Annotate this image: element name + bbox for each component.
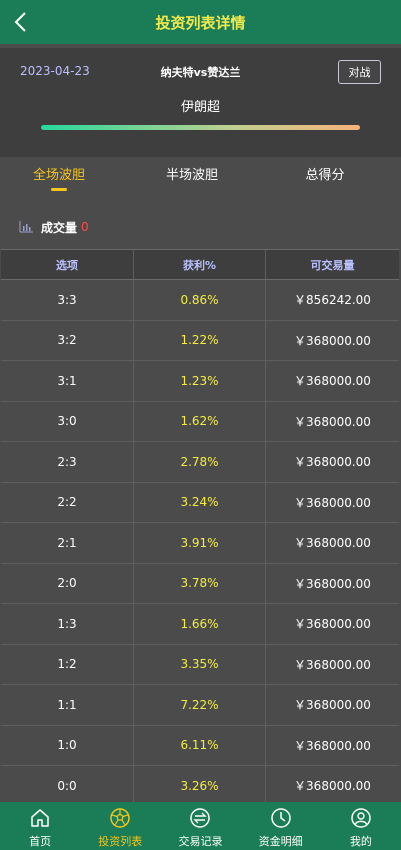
table-header: 选项 获利% 可交易量 — [1, 249, 399, 280]
table-row[interactable]: 3:0 1.62% ￥368000.00 — [1, 401, 399, 442]
table-row[interactable]: 1:2 3.35% ￥368000.00 — [1, 644, 399, 685]
profit-cell: 0.86% — [134, 280, 266, 320]
table-row[interactable]: 1:1 7.22% ￥368000.00 — [1, 685, 399, 726]
table-row[interactable]: 2:0 3.78% ￥368000.00 — [1, 563, 399, 604]
option-cell: 0:0 — [1, 766, 134, 806]
profit-cell: 1.66% — [134, 604, 266, 644]
tradable-volume-cell: ￥368000.00 — [294, 576, 371, 591]
match-teams: 纳夫特vs赞达兰 — [160, 66, 241, 79]
profit-cell: 1.22% — [134, 320, 266, 360]
table-row[interactable]: 2:2 3.24% ￥368000.00 — [1, 482, 399, 523]
clock-icon — [270, 808, 291, 828]
table-row[interactable]: 1:0 6.11% ￥368000.00 — [1, 725, 399, 766]
table-body: 3:3 0.86% ￥856242.00 3:2 1.22% ￥368000.00 3:1 1… — [1, 280, 399, 807]
option-cell: 3:1 — [1, 361, 134, 401]
profit-cell: 3.24% — [134, 482, 266, 522]
volume-label: 成交量 — [41, 220, 78, 235]
profit-cell: 2.78% — [134, 442, 266, 482]
table-row[interactable]: 3:1 1.23% ￥368000.00 — [1, 361, 399, 402]
nav-transaction-records[interactable]: 交易记录 — [160, 802, 240, 850]
table-row[interactable]: 3:3 0.86% ￥856242.00 — [1, 280, 399, 321]
tradable-volume-cell: ￥368000.00 — [294, 536, 371, 551]
tradable-volume-cell: ￥368000.00 — [294, 374, 371, 389]
nav-label: 资金明细 — [258, 835, 303, 848]
volume-row: 成交量 0 — [19, 218, 89, 236]
profit-cell: 3.78% — [134, 563, 266, 603]
match-date: 2023-04-23 — [20, 64, 90, 78]
option-cell: 3:2 — [1, 320, 134, 360]
match-card: 2023-04-23 纳夫特vs赞达兰 对战 伊朗超 — [0, 48, 401, 157]
header-profit: 获利% — [134, 250, 266, 279]
tab-total-score[interactable]: 总得分 — [305, 168, 345, 183]
nav-label: 我的 — [349, 835, 372, 848]
header-tradable-volume: 可交易量 — [310, 258, 355, 272]
odds-table: 选项 获利% 可交易量 3:3 0.86% ￥856242.00 3:2 1.22% ￥3… — [1, 249, 399, 807]
tradable-volume-cell: ￥368000.00 — [294, 495, 371, 510]
tradable-volume-cell: ￥368000.00 — [294, 779, 371, 794]
option-cell: 1:3 — [1, 604, 134, 644]
nav-investment-list[interactable]: 投资列表 — [80, 802, 160, 850]
profit-cell: 1.62% — [134, 401, 266, 441]
tradable-volume-cell: ￥368000.00 — [294, 414, 371, 429]
user-icon — [351, 808, 371, 828]
top-bar: 投资列表详情 — [0, 0, 401, 44]
exchange-icon — [190, 808, 211, 828]
page-title: 投资列表详情 — [155, 13, 246, 32]
nav-label: 首页 — [29, 835, 52, 848]
option-cell: 1:2 — [1, 644, 134, 684]
nav-label: 投资列表 — [98, 835, 143, 848]
option-cell: 3:3 — [1, 280, 134, 320]
nav-profile[interactable]: 我的 — [321, 802, 401, 850]
profit-cell: 3.91% — [134, 523, 266, 563]
option-cell: 1:0 — [1, 725, 134, 765]
tradable-volume-cell: ￥368000.00 — [294, 738, 371, 753]
table-row[interactable]: 1:3 1.66% ￥368000.00 — [1, 604, 399, 645]
tab-bar: 全场波胆 半场波胆 总得分 — [0, 157, 401, 199]
profit-cell: 6.11% — [134, 725, 266, 765]
header-option: 选项 — [1, 250, 134, 279]
tradable-volume-cell: ￥368000.00 — [294, 698, 371, 713]
table-row[interactable]: 2:1 3.91% ￥368000.00 — [1, 523, 399, 564]
option-cell: 2:2 — [1, 482, 134, 522]
match-progress-bar — [41, 125, 360, 130]
profit-cell: 3.26% — [134, 766, 266, 806]
vs-button[interactable]: 对战 — [338, 60, 381, 84]
table-row[interactable]: 2:3 2.78% ￥368000.00 — [1, 442, 399, 483]
option-cell: 3:0 — [1, 401, 134, 441]
football-icon — [110, 808, 131, 828]
profit-cell: 1.23% — [134, 361, 266, 401]
home-icon — [31, 809, 49, 827]
profit-cell: 7.22% — [134, 685, 266, 725]
table-row[interactable]: 0:0 3.26% ￥368000.00 — [1, 766, 399, 807]
nav-fund-details[interactable]: 资金明细 — [241, 802, 321, 850]
option-cell: 1:1 — [1, 685, 134, 725]
back-button[interactable] — [8, 9, 32, 35]
league-name: 伊朗超 — [180, 100, 220, 115]
tab-half-time-score[interactable]: 半场波胆 — [165, 168, 218, 183]
tradable-volume-cell: ￥368000.00 — [294, 455, 371, 470]
option-cell: 2:3 — [1, 442, 134, 482]
option-cell: 2:1 — [1, 523, 134, 563]
tradable-volume-cell: ￥368000.00 — [294, 617, 371, 632]
tradable-volume-cell: ￥856242.00 — [294, 293, 371, 308]
active-tab-indicator — [51, 188, 67, 191]
option-cell: 2:0 — [1, 563, 134, 603]
bar-chart-icon — [19, 221, 33, 233]
bottom-nav: 首页 投资列表 交易记录 资金明细 — [0, 802, 401, 850]
profit-cell: 3.35% — [134, 644, 266, 684]
tab-full-time-score[interactable]: 全场波胆 — [32, 168, 85, 183]
chevron-left-icon — [14, 12, 26, 32]
nav-home[interactable]: 首页 — [0, 802, 80, 850]
tradable-volume-cell: ￥368000.00 — [294, 333, 371, 348]
tradable-volume-cell: ￥368000.00 — [294, 657, 371, 672]
volume-value: 0 — [81, 220, 89, 234]
table-row[interactable]: 3:2 1.22% ￥368000.00 — [1, 320, 399, 361]
nav-label: 交易记录 — [178, 835, 223, 848]
